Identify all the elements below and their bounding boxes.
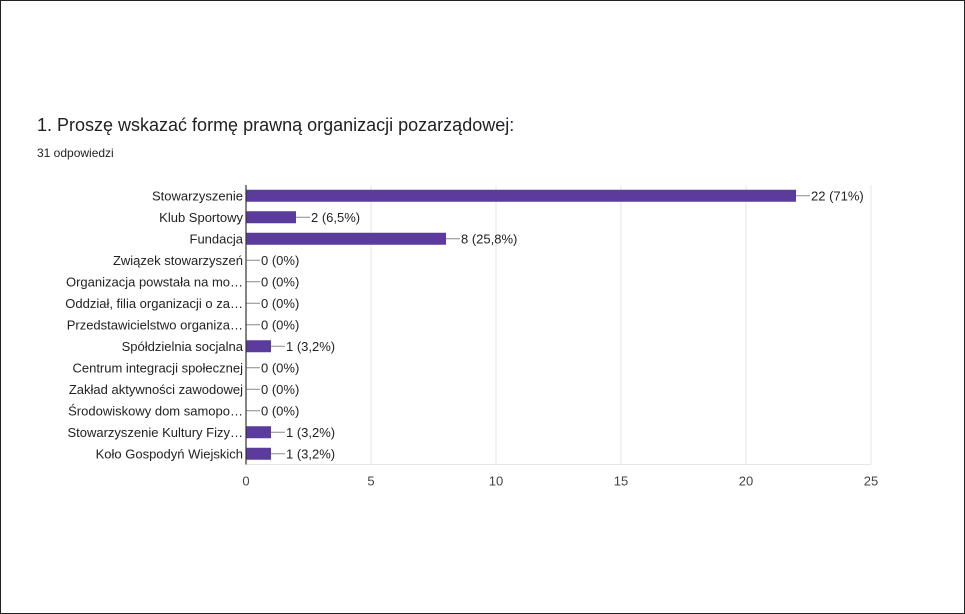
value-label: 2 (6,5%) [311,210,360,225]
value-label: 0 (0%) [261,274,299,289]
category-label: Centrum integracji społecznej [72,360,243,375]
bar [246,189,796,202]
category-label: Stowarzyszenie [152,188,243,203]
bar [246,232,446,245]
value-label: 1 (3,2%) [286,339,335,354]
value-label: 0 (0%) [261,296,299,311]
category-label: Środowiskowy dom samopo… [68,403,243,418]
category-label: Fundacja [190,231,244,246]
x-tick-label: 20 [739,474,753,489]
x-tick-label: 0 [242,474,249,489]
value-label: 1 (3,2%) [286,425,335,440]
value-label: 0 (0%) [261,317,299,332]
value-label: 22 (71%) [811,188,864,203]
question-title: 1. Proszę wskazać formę prawną organizac… [37,115,515,135]
value-label: 0 (0%) [261,360,299,375]
bar [246,447,271,460]
response-count: 31 odpowiedzi [37,146,114,160]
category-label: Zakład aktywności zawodowej [69,382,243,397]
category-label: Koło Gospodyń Wiejskich [96,446,243,461]
value-label: 8 (25,8%) [461,231,517,246]
value-label: 0 (0%) [261,253,299,268]
category-label: Spółdzielnia socjalna [122,339,244,354]
x-tick-label: 25 [864,474,878,489]
x-tick-label: 15 [614,474,628,489]
category-label: Klub Sportowy [159,210,243,225]
bar [246,340,271,353]
category-label: Oddział, filia organizacji o za… [65,296,243,311]
bar [246,211,296,224]
category-label: Organizacja powstała na mo… [66,274,243,289]
category-label: Przedstawicielstwo organiza… [67,317,243,332]
x-tick-label: 10 [489,474,503,489]
value-label: 0 (0%) [261,382,299,397]
value-label: 0 (0%) [261,403,299,418]
value-label: 1 (3,2%) [286,446,335,461]
category-label: Związek stowarzyszeń [113,253,243,268]
x-tick-label: 5 [367,474,374,489]
bar [246,426,271,439]
category-label: Stowarzyszenie Kultury Fizy… [67,425,243,440]
